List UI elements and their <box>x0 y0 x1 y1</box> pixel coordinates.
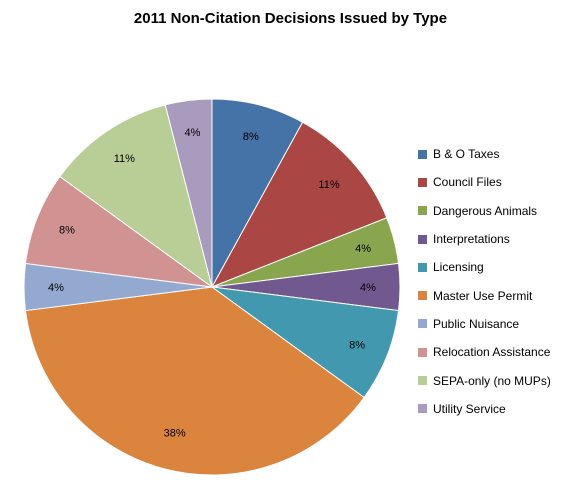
pie-slice-label: 11% <box>114 153 135 165</box>
legend-swatch <box>418 291 427 301</box>
legend-label: Interpretations <box>433 232 510 247</box>
legend-label: B & O Taxes <box>433 147 500 162</box>
legend-item: Council Files <box>418 168 551 196</box>
pie-slices <box>23 98 401 476</box>
pie-slice-label: 38% <box>164 427 186 439</box>
legend-swatch <box>418 177 427 187</box>
pie-slice-sepa-only-no-mups <box>59 104 213 289</box>
legend-swatch <box>418 234 427 244</box>
legend-item: Public Nuisance <box>418 310 551 338</box>
pie-slice-label: 8% <box>59 225 75 237</box>
legend-swatch <box>418 149 427 159</box>
legend-label: SEPA-only (no MUPs) <box>433 373 551 388</box>
legend-swatch <box>418 206 427 216</box>
legend-swatch <box>418 404 427 414</box>
legend-label: Master Use Permit <box>433 288 533 303</box>
legend-item: Interpretations <box>418 225 551 253</box>
legend-label: Licensing <box>433 260 484 275</box>
pie-slice-council-files <box>210 121 388 288</box>
legend: B & O Taxes Council Files Dangerous Animal… <box>418 140 551 423</box>
pie-slice-label: 8% <box>349 339 365 351</box>
legend-swatch <box>418 376 427 386</box>
legend-swatch <box>418 319 427 329</box>
legend-item: Licensing <box>418 253 551 281</box>
pie-slice-label: 8% <box>243 131 259 143</box>
pie-slice-label: 4% <box>184 127 200 139</box>
legend-label: Relocation Assistance <box>433 345 551 360</box>
legend-item: Master Use Permit <box>418 281 551 309</box>
pie-slice-master-use-permit <box>24 286 365 476</box>
legend-label: Dangerous Animals <box>433 203 538 218</box>
pie-slice-relocation-assistance <box>24 175 213 288</box>
pie-slice-label: 4% <box>355 243 371 255</box>
pie-slice-label: 4% <box>360 282 376 294</box>
legend-label: Public Nuisance <box>433 316 520 331</box>
pie-slice-labels: 8% 11% 4% 4% 8% 38% 4% 8% 11% 4% <box>48 127 376 439</box>
legend-item: Relocation Assistance <box>418 338 551 366</box>
pie-slice-label: 4% <box>48 282 64 294</box>
legend-label: Council Files <box>433 175 502 190</box>
pie-slice-utility-service <box>164 98 213 288</box>
legend-item: SEPA-only (no MUPs) <box>418 366 551 394</box>
legend-swatch <box>418 262 427 272</box>
pie-slice-licensing <box>211 286 400 399</box>
legend-swatch <box>418 347 427 357</box>
chart-title: 2011 Non-Citation Decisions Issued by Ty… <box>133 10 448 27</box>
legend-item: Utility Service <box>418 395 551 423</box>
legend-label: Utility Service <box>433 401 506 416</box>
pie-slice-label: 11% <box>318 179 339 191</box>
legend-item: B & O Taxes <box>418 140 551 168</box>
pie-slice-b-o-taxes <box>211 98 304 288</box>
legend-item: Dangerous Animals <box>418 197 551 225</box>
